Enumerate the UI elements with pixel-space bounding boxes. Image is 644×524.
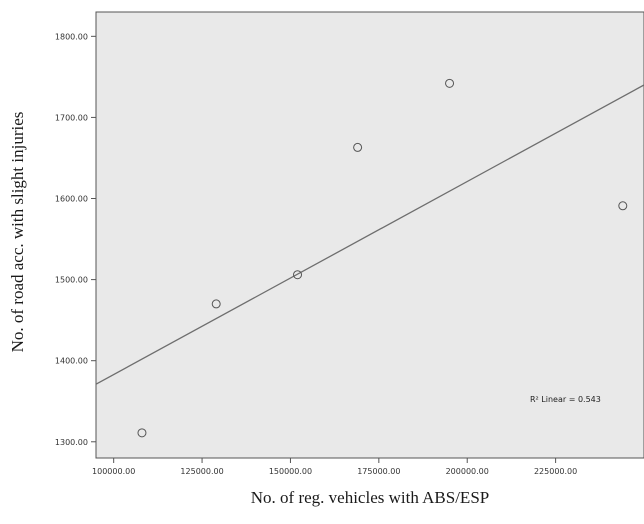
r2-annotation: R² Linear = 0.543 [530, 395, 601, 404]
x-tick-label: 225000.00 [534, 467, 577, 476]
x-tick-label: 100000.00 [92, 467, 135, 476]
data-point [137, 428, 147, 438]
y-tick-label: 1500.00 [55, 276, 88, 285]
data-point [353, 142, 363, 152]
x-tick-label: 175000.00 [357, 467, 400, 476]
x-tick-label: 125000.00 [180, 467, 223, 476]
data-point [211, 299, 221, 309]
x-axis-title: No. of reg. vehicles with ABS/ESP [251, 488, 489, 507]
x-tick-label: 200000.00 [446, 467, 489, 476]
y-tick-label: 1400.00 [55, 357, 88, 366]
y-axis-title: No. of road acc. with slight injuries [8, 112, 27, 353]
y-tick-label: 1700.00 [55, 113, 88, 122]
y-tick-label: 1600.00 [55, 195, 88, 204]
data-point [293, 270, 303, 280]
y-tick-label: 1800.00 [55, 32, 88, 41]
fit-line [95, 84, 644, 385]
data-point [445, 78, 455, 88]
x-tick-label: 150000.00 [269, 467, 312, 476]
y-tick-label: 1300.00 [55, 438, 88, 447]
data-point [618, 201, 628, 211]
